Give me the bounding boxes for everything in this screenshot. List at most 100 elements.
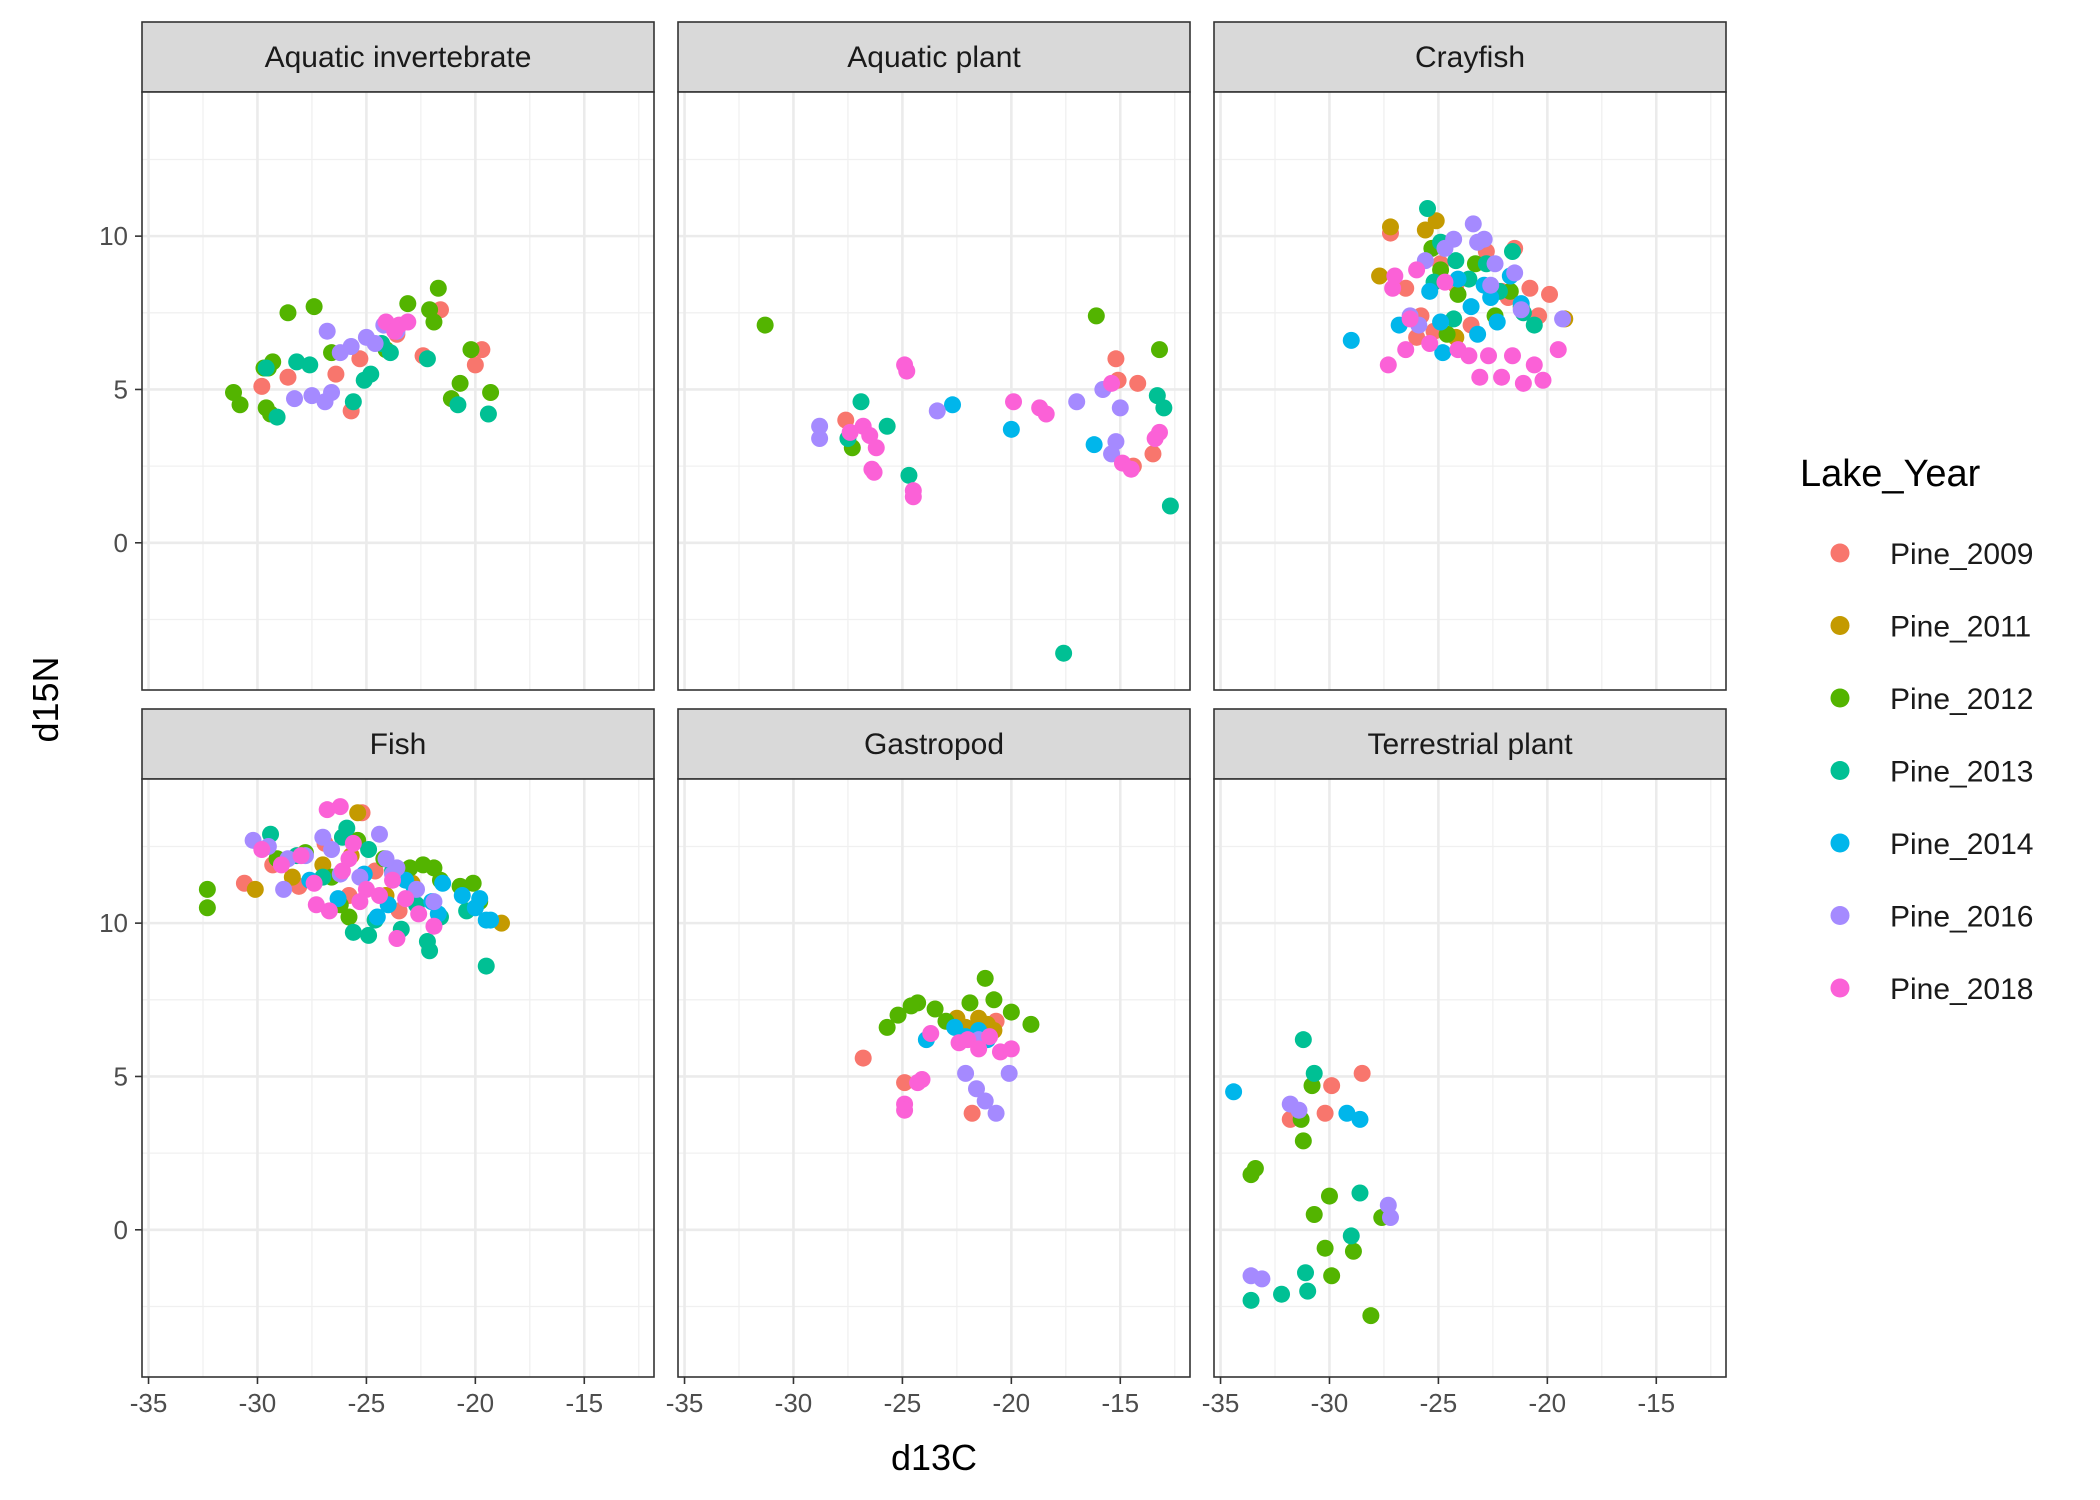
point-pine-2012: [976, 969, 994, 987]
point-pine-2014: [434, 874, 452, 892]
point-pine-2018: [1379, 356, 1397, 374]
point-pine-2014: [944, 396, 962, 414]
point-pine-2018: [970, 1040, 988, 1058]
point-pine-2018: [841, 423, 859, 441]
point-pine-2016: [377, 850, 395, 868]
x-tick-label: -25: [884, 1388, 922, 1418]
point-pine-2012: [429, 279, 447, 297]
point-pine-2018: [292, 847, 310, 865]
point-pine-2009: [1521, 279, 1539, 297]
legend-label: Pine_2014: [1890, 828, 2033, 861]
x-tick-label: -30: [239, 1388, 277, 1418]
legend-label: Pine_2011: [1890, 611, 2031, 644]
point-pine-2018: [981, 1028, 999, 1046]
point-pine-2018: [331, 798, 349, 816]
point-pine-2018: [397, 890, 415, 908]
point-pine-2014: [368, 908, 386, 926]
point-pine-2016: [1000, 1064, 1018, 1082]
point-pine-2009: [1144, 445, 1162, 463]
point-pine-2018: [351, 893, 369, 911]
point-pine-2014: [1434, 344, 1452, 362]
point-pine-2009: [1316, 1104, 1334, 1122]
panel-crayfish: Crayfish: [1213, 21, 1727, 691]
point-pine-2009: [896, 1074, 914, 1092]
point-pine-2013: [1503, 242, 1521, 260]
facet-strip-label: Aquatic invertebrate: [265, 41, 532, 74]
point-pine-2018: [904, 488, 922, 506]
point-pine-2016: [1068, 393, 1086, 411]
point-pine-2013: [418, 350, 436, 368]
point-pine-2013: [301, 356, 319, 374]
point-pine-2018: [1150, 423, 1168, 441]
point-pine-2011: [283, 868, 301, 886]
point-pine-2018: [1421, 334, 1439, 352]
point-pine-2012: [1022, 1015, 1040, 1033]
point-pine-2013: [288, 353, 306, 371]
point-pine-2011: [314, 856, 332, 874]
point-pine-2018: [399, 313, 417, 331]
legend: Lake_Year Pine_2009 Pine_2011 Pine_2012 Pin…: [1800, 453, 2033, 1006]
point-pine-2016: [286, 390, 304, 408]
panel-gastropod: Gastropod -35 -30 -25 -20 -15: [666, 708, 1191, 1418]
point-pine-2016: [323, 384, 341, 402]
gridlines: [1214, 92, 1726, 690]
facet-strip-label: Aquatic plant: [847, 41, 1021, 74]
point-pine-2009: [1129, 374, 1147, 392]
point-pine-2013: [381, 344, 399, 362]
legend-title: Lake_Year: [1800, 453, 1981, 495]
point-pine-2012: [1002, 1003, 1020, 1021]
legend-label: Pine_2018: [1890, 973, 2033, 1006]
point-pine-2009: [351, 350, 369, 368]
point-pine-2016: [987, 1104, 1005, 1122]
data-points: [1225, 1031, 1399, 1325]
point-pine-2013: [1294, 1031, 1312, 1049]
point-pine-2016: [957, 1064, 975, 1082]
point-pine-2013: [1447, 252, 1465, 270]
point-pine-2018: [425, 917, 443, 935]
point-pine-2016: [1464, 215, 1482, 233]
point-pine-2018: [1493, 368, 1511, 386]
point-pine-2018: [1005, 393, 1023, 411]
point-pine-2018: [305, 874, 323, 892]
point-pine-2016: [370, 825, 388, 843]
point-pine-2012: [399, 295, 417, 313]
panel-border: [1213, 778, 1727, 1378]
point-pine-2016: [1381, 1209, 1399, 1227]
point-pine-2016: [1482, 276, 1500, 294]
point-pine-2013: [479, 405, 497, 423]
point-pine-2018: [1480, 347, 1498, 365]
point-pine-2013: [878, 417, 896, 435]
point-pine-2013: [1055, 644, 1073, 662]
legend-key-pine-2014: [1830, 833, 1850, 853]
plot-area: [1214, 92, 1726, 690]
point-pine-2016: [1445, 230, 1463, 248]
x-tick-label: -15: [1637, 1388, 1675, 1418]
point-pine-2018: [898, 362, 916, 380]
point-pine-2009: [1323, 1077, 1341, 1095]
point-pine-2016: [425, 893, 443, 911]
point-pine-2012: [1150, 341, 1168, 359]
point-pine-2009: [279, 368, 297, 386]
point-pine-2018: [1002, 1040, 1020, 1058]
point-pine-2014: [1342, 331, 1360, 349]
data-points: [756, 307, 1179, 662]
point-pine-2012: [414, 856, 432, 874]
point-pine-2016: [318, 322, 336, 340]
point-pine-2013: [1419, 200, 1437, 218]
point-pine-2016: [314, 828, 332, 846]
panel-border: [677, 91, 1191, 691]
point-pine-2012: [198, 880, 216, 898]
y-tick-label: 10: [99, 908, 128, 938]
point-pine-2016: [1486, 255, 1504, 273]
point-pine-2012: [1323, 1267, 1341, 1285]
data-points: [854, 969, 1040, 1122]
data-points: [1342, 200, 1574, 392]
point-pine-2016: [323, 841, 341, 859]
point-pine-2012: [1246, 1159, 1264, 1177]
point-pine-2014: [1225, 1083, 1243, 1101]
x-tick-label: -15: [1101, 1388, 1139, 1418]
point-pine-2009: [1397, 279, 1415, 297]
point-pine-2018: [384, 871, 402, 889]
point-pine-2018: [867, 439, 885, 457]
x-tick-label: -25: [348, 1388, 386, 1418]
